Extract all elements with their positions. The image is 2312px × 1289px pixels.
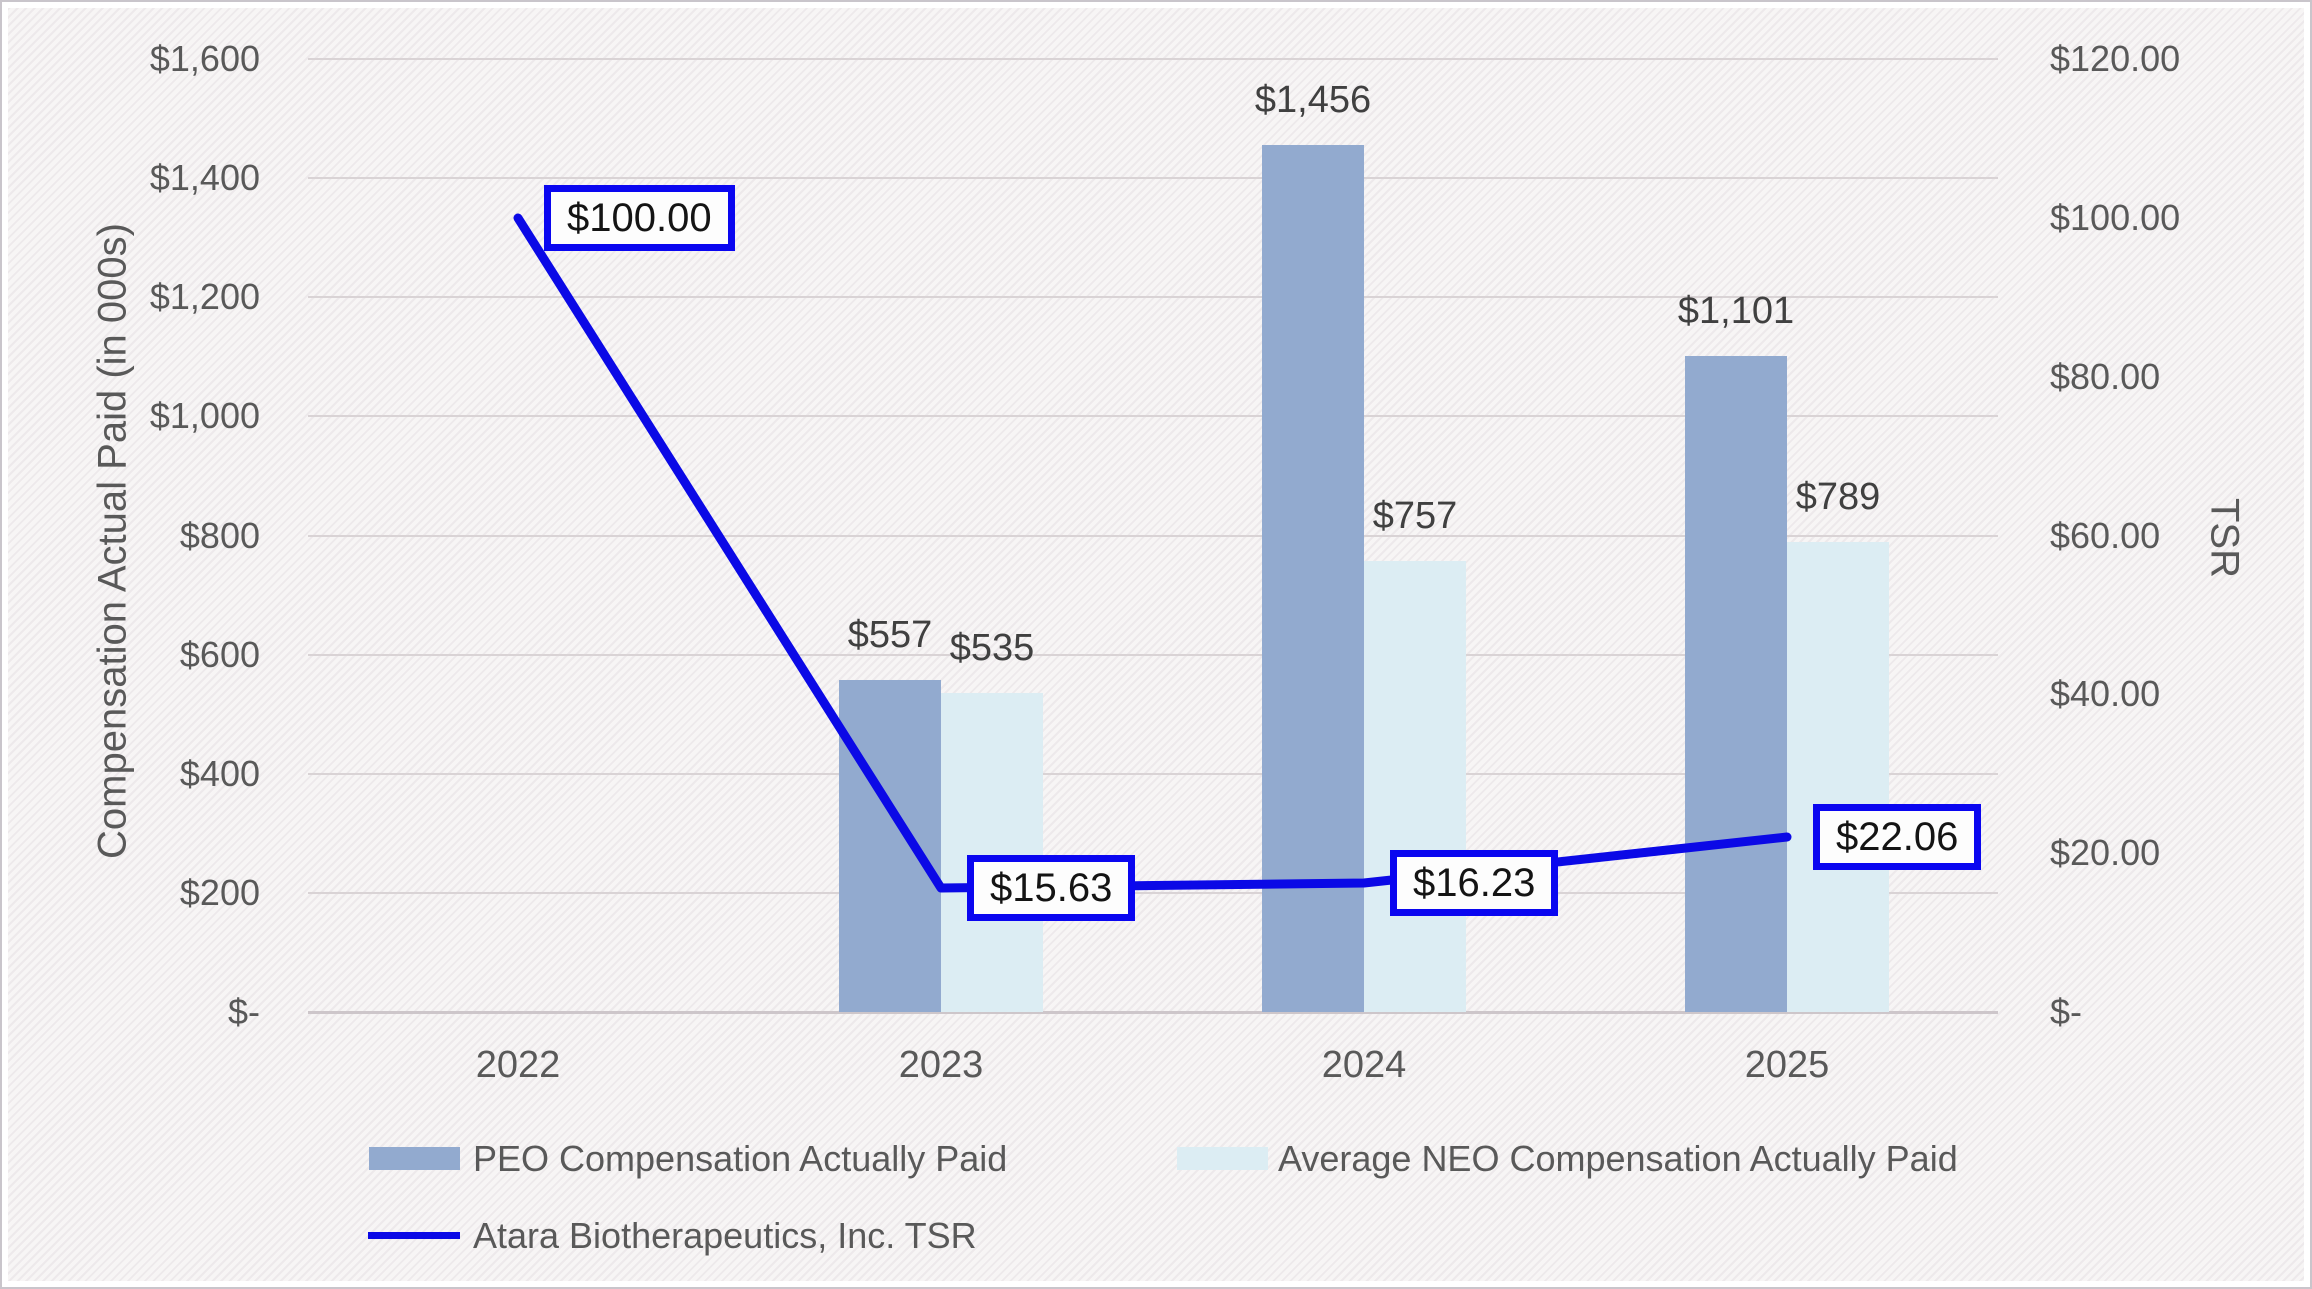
gridline — [308, 177, 1998, 179]
combo-chart: $557 $1,456 $1,101 $535 $757 $789 $100.00 $15.… — [8, 8, 2308, 1285]
bar-value-label-neo-2024: $757 — [1372, 495, 1458, 537]
legend-swatch-tsr-line — [368, 1232, 460, 1239]
x-axis-tick-2025: 2025 — [1744, 1044, 1830, 1086]
y-axis-tick-left: $1,000 — [149, 395, 260, 436]
right-axis-title: TSR — [2202, 498, 2247, 578]
y-axis-tick-right: $60.00 — [2050, 515, 2161, 556]
y-axis-tick-right: $100.00 — [2050, 197, 2181, 238]
x-axis-line — [308, 1011, 1998, 1014]
y-axis-tick-left: $1,600 — [149, 38, 260, 79]
bar-value-label-peo-2024: $1,456 — [1254, 79, 1372, 121]
tsr-data-label-2024: $16.23 — [1390, 850, 1559, 916]
y-axis-tick-left: $1,200 — [149, 276, 260, 317]
y-axis-tick-right: $40.00 — [2050, 673, 2161, 714]
y-axis-tick-left: $200 — [179, 872, 260, 913]
tsr-line — [513, 213, 1792, 893]
y-axis-tick-right: $80.00 — [2050, 356, 2161, 397]
gridline — [308, 892, 1998, 894]
tsr-line-plot — [513, 213, 1792, 893]
bar-neo-2024 — [1364, 561, 1466, 1012]
legend-label-neo: Average NEO Compensation Actually Paid — [1278, 1138, 1958, 1179]
bar-peo-2025 — [1685, 356, 1787, 1012]
y-axis-tick-right: $20.00 — [2050, 832, 2161, 873]
tsr-data-label-2022: $100.00 — [544, 185, 735, 251]
bar-peo-2024 — [1262, 145, 1364, 1012]
bar-neo-2025 — [1787, 542, 1889, 1012]
legend-swatch-neo — [1177, 1147, 1268, 1170]
x-axis-tick-2022: 2022 — [475, 1044, 561, 1086]
bar-peo-2023 — [839, 680, 941, 1012]
y-axis-tick-right: $120.00 — [2050, 38, 2181, 79]
x-axis-tick-2024: 2024 — [1321, 1044, 1407, 1086]
bar-value-label-neo-2025: $789 — [1795, 476, 1881, 518]
x-axis-tick-2023: 2023 — [898, 1044, 984, 1086]
bar-value-label-neo-2023: $535 — [949, 627, 1035, 669]
legend-label-tsr: Atara Biotherapeutics, Inc. TSR — [473, 1215, 977, 1256]
legend-swatch-peo — [369, 1147, 460, 1170]
tsr-data-label-2023: $15.63 — [967, 855, 1136, 921]
left-axis-title: Compensation Actual Paid (in 000s) — [90, 223, 135, 859]
bar-value-label-peo-2025: $1,101 — [1677, 290, 1795, 332]
bar-value-label-peo-2023: $557 — [847, 614, 933, 656]
y-axis-tick-left: $- — [227, 991, 260, 1032]
y-axis-tick-right: $- — [2050, 991, 2083, 1032]
legend-label-peo: PEO Compensation Actually Paid — [473, 1138, 1008, 1179]
gridline — [308, 58, 1998, 60]
y-axis-tick-left: $1,400 — [149, 157, 260, 198]
y-axis-tick-left: $800 — [179, 515, 260, 556]
bar-neo-2023 — [941, 693, 1043, 1012]
y-axis-tick-left: $400 — [179, 753, 260, 794]
tsr-data-label-2025: $22.06 — [1813, 804, 1982, 870]
y-axis-tick-left: $600 — [179, 634, 260, 675]
chart-canvas: $557 $1,456 $1,101 $535 $757 $789 $100.00 $15.… — [8, 8, 2304, 1281]
